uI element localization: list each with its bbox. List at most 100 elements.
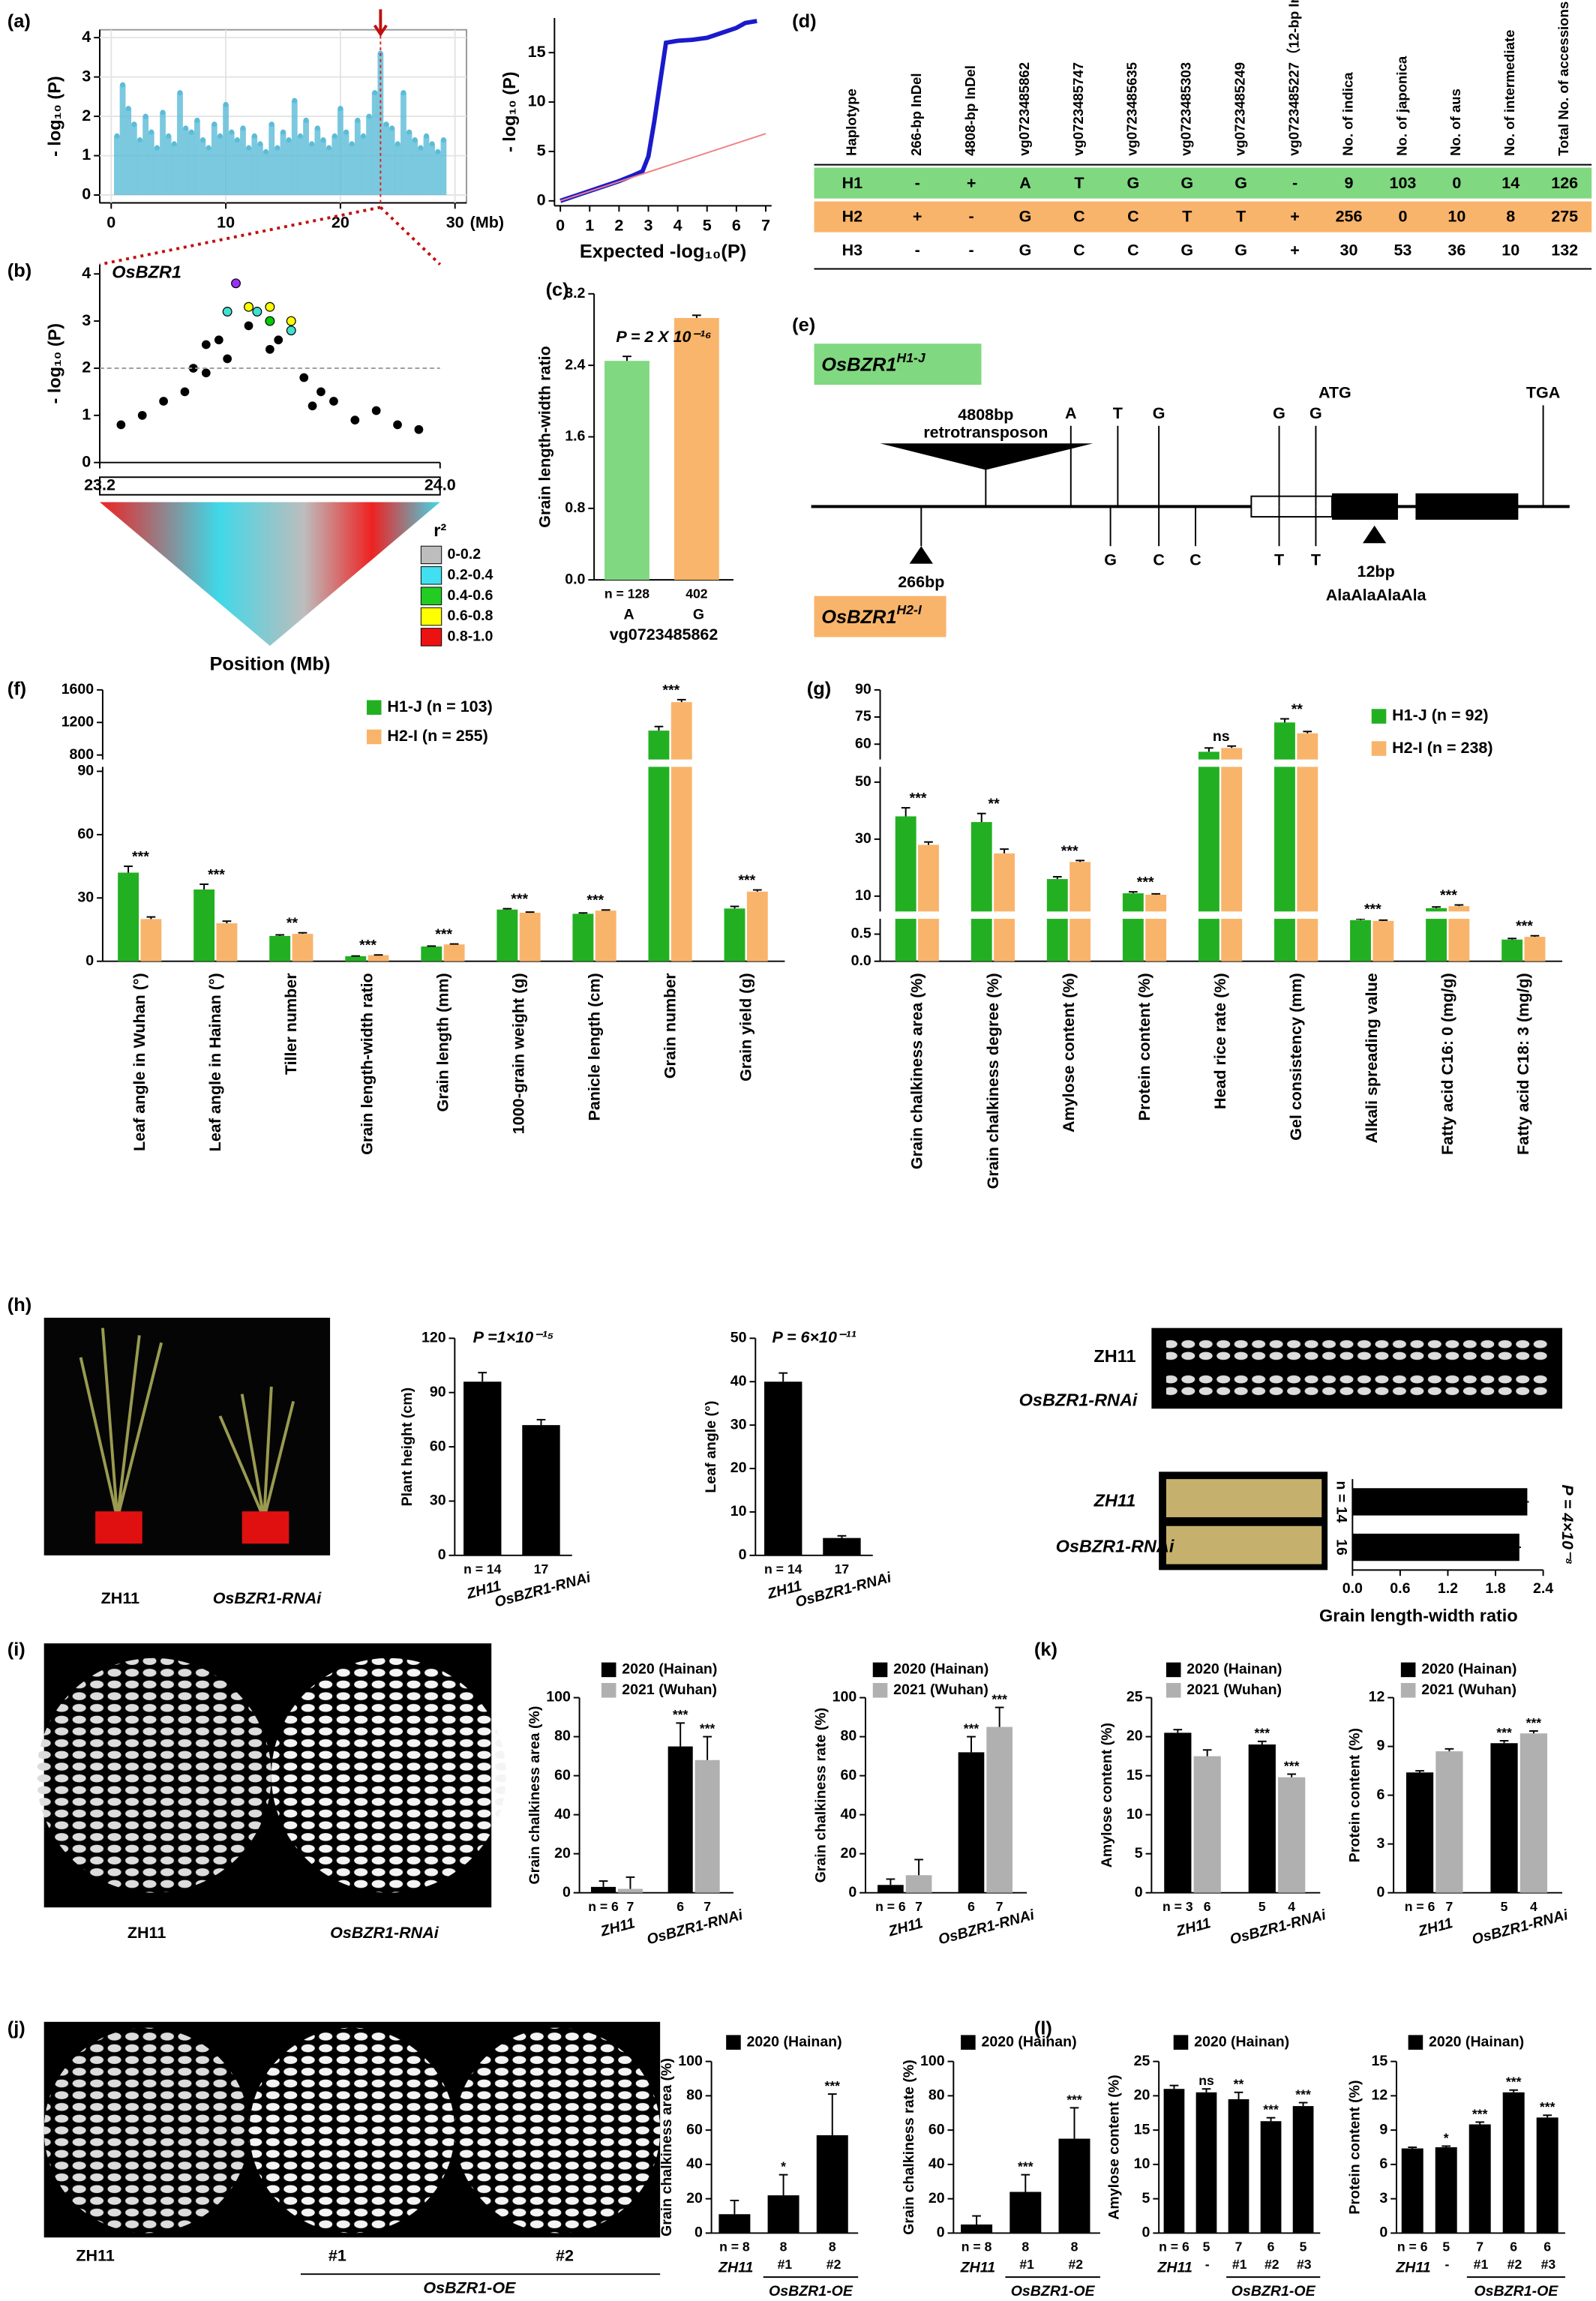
point bbox=[131, 122, 137, 128]
n-label: n = 6 bbox=[1397, 2240, 1428, 2254]
legend-label: 2021 (Wuhan) bbox=[622, 1682, 717, 1698]
y-axis-label: Plant height (cm) bbox=[399, 1388, 416, 1507]
table-cell: - bbox=[969, 242, 974, 260]
n-label: 5 bbox=[1501, 1899, 1508, 1914]
point bbox=[286, 326, 296, 336]
point bbox=[265, 302, 275, 312]
y-tick-label: 10 bbox=[1126, 1806, 1143, 1822]
bar bbox=[443, 944, 465, 962]
group-label: OsBZR1-OE bbox=[769, 2283, 854, 2300]
y-tick-label: 10 bbox=[528, 92, 546, 110]
point bbox=[286, 137, 292, 143]
photo-label: OsBZR1-OE bbox=[423, 2278, 516, 2296]
hap-name: H2-I bbox=[897, 602, 922, 617]
point bbox=[194, 117, 200, 123]
table-cell: 126 bbox=[1551, 174, 1578, 192]
significance: *** bbox=[738, 872, 755, 889]
x-tick-label: Protein content (%) bbox=[1136, 973, 1154, 1120]
table-cell: - bbox=[915, 242, 920, 260]
x-tick-label: #3 bbox=[1297, 2257, 1312, 2272]
y-tick-label: 20 bbox=[840, 1845, 856, 1862]
line-series bbox=[560, 19, 758, 203]
bar bbox=[617, 1888, 643, 1893]
legend-swatch bbox=[726, 2035, 741, 2050]
category-label: OsBZR1-RNAi bbox=[1056, 1536, 1174, 1556]
panel-label: (b) bbox=[8, 260, 32, 281]
bar bbox=[522, 1425, 560, 1556]
grain-row bbox=[1166, 1338, 1551, 1362]
legend-label: H1-J (n = 103) bbox=[387, 698, 492, 716]
x-tick-label: 2.4 bbox=[1533, 1580, 1553, 1597]
y-tick-label: 25 bbox=[1134, 2053, 1150, 2069]
x-tick-label: ZH11 bbox=[1156, 2260, 1192, 2276]
bar bbox=[1196, 2092, 1217, 2234]
legend-swatch bbox=[420, 628, 442, 646]
point bbox=[257, 141, 263, 147]
significance: *** bbox=[1526, 1715, 1542, 1730]
legend-title: r² bbox=[434, 520, 446, 540]
n-label: 5 bbox=[1203, 2240, 1210, 2254]
bar bbox=[1193, 1756, 1221, 1893]
x-axis-label: Grain length-width ratio bbox=[1319, 1606, 1518, 1625]
x-tick-label: #2 bbox=[826, 2257, 842, 2272]
annotation: P =1×10⁻¹⁵ bbox=[473, 1328, 554, 1346]
column-header: No. of intermediate bbox=[1502, 30, 1517, 156]
axis-break bbox=[871, 911, 1563, 920]
table-cell: 9 bbox=[1345, 174, 1354, 192]
peak-arrow bbox=[373, 9, 388, 38]
pot bbox=[242, 1511, 290, 1544]
y-tick-label: 60 bbox=[840, 1767, 856, 1784]
y-tick-label: 15 bbox=[1134, 2121, 1150, 2138]
x-tick-label: #2 bbox=[1264, 2257, 1280, 2272]
bar bbox=[986, 1726, 1012, 1893]
bar bbox=[1468, 2124, 1491, 2234]
point bbox=[263, 148, 269, 154]
bar bbox=[269, 935, 291, 962]
line-series bbox=[560, 133, 766, 202]
photo-label: ZH11 bbox=[76, 2246, 114, 2264]
hap1-label: OsBZR1H1-J bbox=[821, 350, 926, 375]
pot bbox=[95, 1511, 142, 1544]
table-cell: G bbox=[1234, 242, 1247, 260]
panel-label: (d) bbox=[792, 11, 816, 32]
n-label: 7 bbox=[915, 1899, 922, 1914]
snp-label: C bbox=[1190, 550, 1202, 568]
significance: *** bbox=[1295, 2086, 1311, 2102]
y-tick-label: 0 bbox=[739, 1546, 747, 1563]
n-label: 7 bbox=[627, 1899, 634, 1914]
photo-label: ZH11 bbox=[101, 1589, 140, 1607]
column-header: Haplotype bbox=[843, 88, 859, 156]
point bbox=[344, 129, 350, 135]
significance: * bbox=[1444, 2130, 1449, 2145]
deletion bbox=[1363, 525, 1387, 544]
panel-label: (a) bbox=[8, 11, 31, 32]
point bbox=[244, 321, 254, 331]
legend-label: 0.2-0.4 bbox=[448, 566, 494, 583]
bar bbox=[674, 317, 719, 580]
point bbox=[120, 82, 126, 88]
significance: ** bbox=[286, 915, 298, 932]
legend-swatch bbox=[872, 1682, 888, 1698]
point bbox=[188, 364, 198, 373]
x-tick-label: 30 bbox=[446, 214, 464, 232]
photo-label: OsBZR1-RNAi bbox=[1019, 1390, 1138, 1410]
y-tick-label: 30 bbox=[730, 1416, 747, 1432]
legend-label: 2020 (Hainan) bbox=[893, 1661, 988, 1678]
point bbox=[240, 125, 246, 131]
legend-label: H2-I (n = 255) bbox=[387, 727, 488, 745]
y-tick-label: 1600 bbox=[62, 681, 94, 698]
snp-label: G bbox=[1153, 404, 1166, 422]
grain-dish bbox=[36, 1658, 272, 1893]
x-tick-label: #1 bbox=[1474, 2257, 1489, 2272]
n-label: 5 bbox=[1442, 2240, 1450, 2254]
y-tick-label: 100 bbox=[832, 1689, 857, 1706]
x-tick-label: Alkali spreading value bbox=[1363, 973, 1381, 1143]
ld-heatmap bbox=[100, 502, 440, 646]
significance: *** bbox=[132, 848, 149, 865]
x-tick-label: Panicle length (cm) bbox=[585, 973, 603, 1120]
legend-swatch bbox=[420, 566, 442, 585]
x-tick-label: A bbox=[624, 606, 634, 622]
column-header: No. of japonica bbox=[1394, 56, 1409, 156]
bar bbox=[496, 909, 518, 962]
point bbox=[435, 148, 441, 154]
